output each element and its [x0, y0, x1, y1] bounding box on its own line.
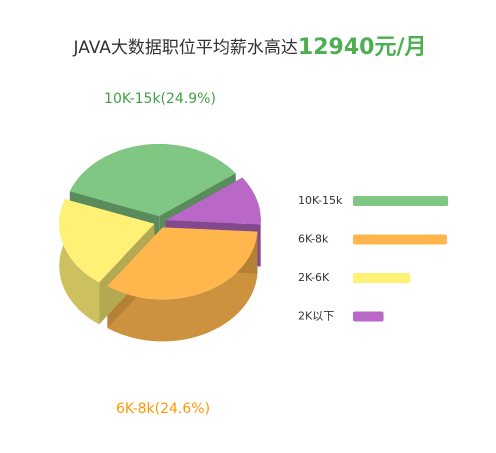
legend-bar — [353, 196, 449, 206]
data-label: 10K-15k(24.9%) — [104, 91, 216, 107]
title: JAVA大数据职位平均薪水高达12940元/月 — [72, 35, 426, 60]
slice — [59, 199, 155, 283]
title-highlight: 12940元/月 — [298, 35, 427, 60]
slice-side — [107, 231, 258, 342]
chart-title: JAVA大数据职位平均薪水高达 — [72, 38, 297, 58]
slice — [107, 227, 258, 300]
legend-label: 2K以下 — [298, 310, 334, 323]
legend-bar — [353, 234, 447, 245]
legend-label: 10K-15k — [298, 194, 343, 207]
slice — [165, 177, 261, 225]
legend-label: 2K-6K — [298, 271, 330, 284]
legend-bar — [353, 311, 384, 322]
legend-label: 6K-8k — [298, 233, 329, 246]
pie — [59, 144, 261, 342]
data-label: 6K-8k(24.6%) — [116, 401, 210, 417]
legend-bar — [353, 273, 411, 283]
slice — [69, 144, 236, 217]
legend: 10K-15k 6K-8k 2K-6K 2K以下 — [298, 194, 449, 323]
slice-side — [59, 199, 100, 325]
